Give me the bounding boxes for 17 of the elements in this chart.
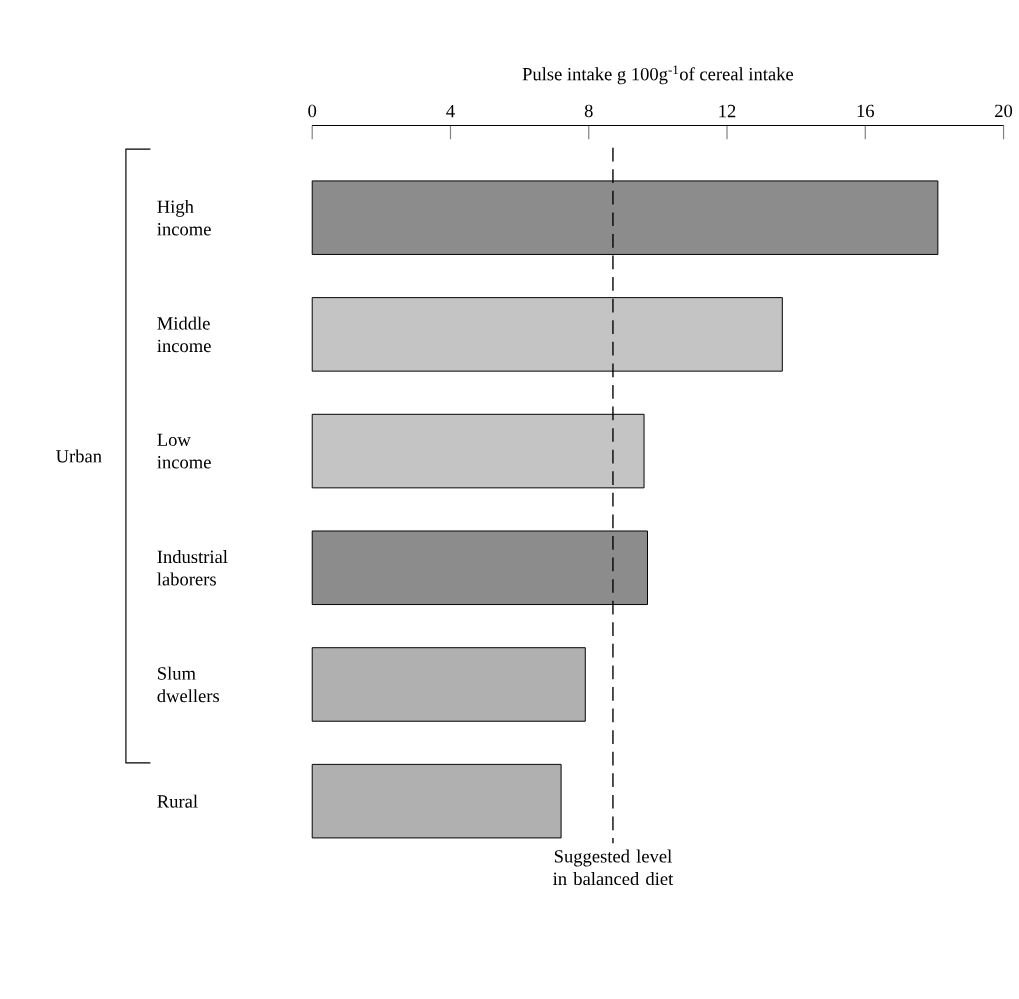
text: Urban <box>56 449 102 463</box>
x-tick-label: 0 <box>308 104 317 118</box>
ref-line-label: Suggested level in balanced diet <box>553 849 674 885</box>
x-tick-label: 20 <box>995 104 1013 118</box>
x-tick-label: 4 <box>446 104 455 118</box>
x-axis-title: Pulse intake g 100g$^{-1}$of cereal intake <box>522 65 794 85</box>
x-tick-label: 12 <box>719 104 736 118</box>
bar <box>311 647 586 722</box>
y-tick-label: Industrial laborers <box>157 549 228 586</box>
y-tick-label: Slum dwellers <box>157 666 220 703</box>
y-tick-label: Low income <box>157 433 211 469</box>
y-tick-label: High income <box>157 199 211 236</box>
y-tick-label: Rural <box>157 794 198 808</box>
x-tick-label: 8 <box>584 104 593 118</box>
bar <box>311 763 562 839</box>
y-tick-label: Middle income <box>157 316 211 353</box>
x-tick-label: 16 <box>857 104 874 118</box>
